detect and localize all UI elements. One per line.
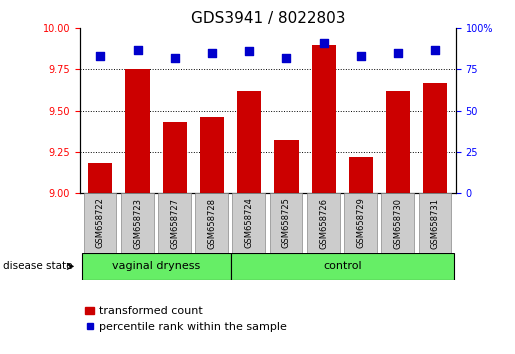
Bar (82, 253, 231, 280)
Title: GDS3941 / 8022803: GDS3941 / 8022803 (191, 11, 345, 26)
Bar (381, 193, 414, 253)
Bar (195, 193, 228, 253)
Point (245, 48, 253, 54)
Bar (200, 117, 224, 193)
Bar (270, 193, 302, 253)
Text: GSM658729: GSM658729 (356, 198, 365, 249)
Bar (423, 82, 448, 193)
Bar (88, 163, 112, 193)
Bar (307, 193, 339, 253)
Point (208, 50, 216, 56)
Bar (158, 193, 191, 253)
Text: GSM658725: GSM658725 (282, 198, 291, 249)
Bar (386, 91, 410, 193)
Text: GSM658731: GSM658731 (431, 198, 440, 249)
Point (319, 40, 328, 46)
Text: GSM658727: GSM658727 (170, 198, 179, 249)
Bar (312, 45, 336, 193)
Text: disease state: disease state (3, 261, 72, 272)
Bar (232, 193, 265, 253)
Bar (419, 193, 451, 253)
Text: GSM658728: GSM658728 (208, 198, 216, 249)
Bar (126, 69, 150, 193)
Text: GSM658722: GSM658722 (96, 198, 105, 249)
Bar (237, 91, 261, 193)
Bar (121, 193, 153, 253)
Text: control: control (323, 261, 362, 272)
Point (170, 55, 179, 61)
Point (357, 53, 365, 59)
Bar (274, 140, 299, 193)
Legend: transformed count, percentile rank within the sample: transformed count, percentile rank withi… (85, 307, 286, 332)
Text: vaginal dryness: vaginal dryness (112, 261, 200, 272)
Point (96, 53, 105, 59)
Point (133, 47, 142, 52)
Bar (231, 253, 454, 280)
Bar (83, 193, 116, 253)
Point (431, 47, 439, 52)
Bar (349, 157, 373, 193)
Text: GSM658726: GSM658726 (319, 198, 328, 249)
Point (394, 50, 402, 56)
Bar (163, 122, 187, 193)
Text: GSM658730: GSM658730 (393, 198, 403, 249)
Point (282, 55, 290, 61)
Text: GSM658723: GSM658723 (133, 198, 142, 249)
Bar (344, 193, 377, 253)
Text: GSM658724: GSM658724 (245, 198, 254, 249)
